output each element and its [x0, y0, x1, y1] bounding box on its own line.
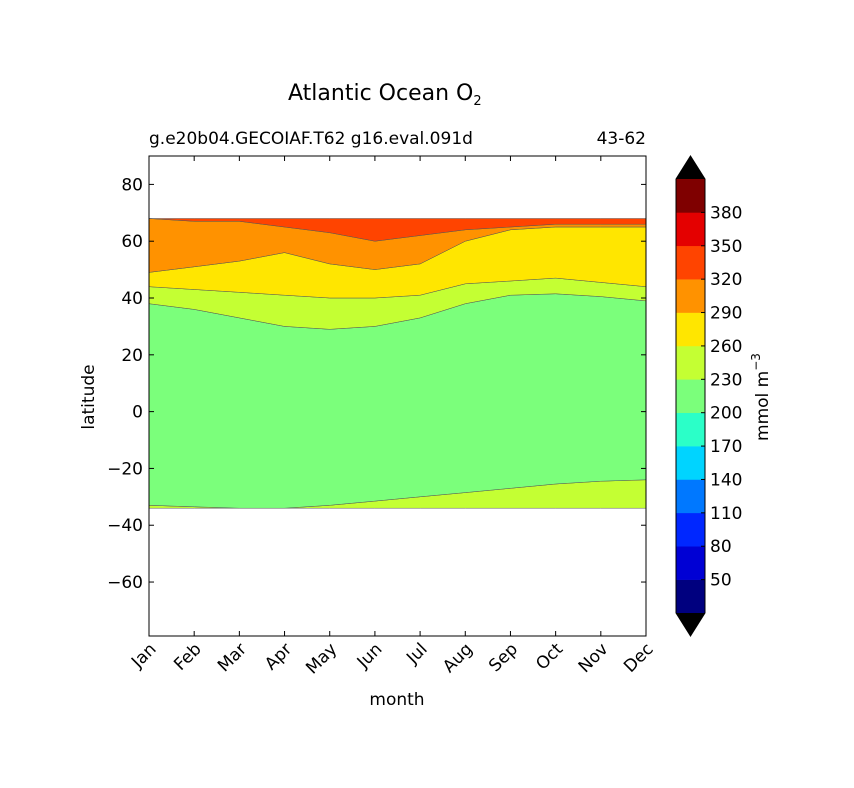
x-axis-label: month [369, 690, 424, 710]
y-axis-label: latitude [79, 364, 99, 429]
plot-area: 80 60 40 20 0 −20 −40 −60 Jan Feb Mar Apr May Jun Jul… [107, 155, 658, 678]
y-tick-label: 40 [121, 289, 143, 309]
x-tick-label: May [302, 639, 341, 678]
colorbar-tick-label: 80 [710, 537, 732, 557]
y-tick-label: −40 [107, 516, 143, 536]
y-tick-label: 60 [121, 232, 143, 252]
chart-title: Atlantic Ocean O2 [288, 81, 482, 109]
colorbar-tick-label: 290 [710, 304, 742, 324]
y-tick-label: −20 [107, 459, 143, 479]
colorbar: 50 80 110 140 170 200 230 260 290 320 350 380 [675, 155, 742, 637]
chart-subtitle-left: g.e20b04.GECOIAF.T62 g16.eval.091d [149, 129, 473, 149]
colorbar-label-superscript: −3 [749, 353, 763, 371]
colorbar-tick-label: 140 [710, 470, 742, 490]
colorbar-tick-label: 110 [710, 504, 742, 524]
colorbar-over-arrow [676, 156, 705, 179]
colorbar-under-arrow [676, 613, 705, 636]
x-tick-label: Apr [261, 639, 296, 674]
x-tick-label: Sep [485, 639, 522, 676]
colorbar-swatch [676, 412, 705, 447]
colorbar-tick-label: 350 [710, 237, 742, 257]
colorbar-tick-label: 50 [710, 571, 732, 591]
x-tick-label: Jan [127, 639, 160, 672]
contour-fills [148, 218, 647, 509]
colorbar-swatch [676, 579, 705, 614]
colorbar-swatch [676, 179, 705, 213]
y-axis: 80 60 40 20 0 −20 −40 −60 [107, 175, 646, 593]
colorbar-label: mmol m−3 [749, 353, 773, 441]
y-tick-label: −60 [107, 573, 143, 593]
colorbar-tick-label: 200 [710, 404, 742, 424]
y-tick-label: 0 [132, 403, 143, 423]
chart-title-subscript: 2 [473, 94, 481, 109]
x-tick-label: Jun [353, 639, 387, 673]
colorbar-tick-label: 320 [710, 270, 742, 290]
colorbar-swatch [676, 479, 705, 514]
colorbar-tick-label: 260 [710, 337, 742, 357]
colorbar-frame [675, 155, 706, 637]
colorbar-swatch [676, 546, 705, 580]
x-tick-label: Mar [214, 639, 251, 676]
y-tick-label: 80 [121, 175, 143, 195]
x-tick-label: Jul [402, 639, 431, 668]
x-tick-label: Feb [170, 639, 205, 674]
colorbar-swatch [676, 279, 705, 313]
colorbar-swatch [676, 312, 705, 347]
x-tick-label: Aug [439, 639, 477, 677]
colorbar-swatch [676, 446, 705, 480]
colorbar-tick-label: 380 [710, 203, 742, 223]
colorbar-swatch [676, 512, 705, 547]
colorbar-swatch [676, 212, 705, 247]
colorbar-swatch [676, 379, 705, 413]
x-tick-label: Nov [575, 639, 613, 677]
colorbar-tick-label: 170 [710, 437, 742, 457]
x-tick-label: Oct [532, 639, 567, 674]
chart-subtitle-right: 43-62 [597, 129, 646, 149]
colorbar-tick-label: 230 [710, 370, 742, 390]
contour-band-200-230 [148, 293, 647, 509]
colorbar-swatch [676, 345, 705, 380]
plot-frame [148, 155, 647, 637]
x-tick-label: Dec [620, 639, 657, 676]
colorbar-swatch [676, 245, 705, 280]
y-tick-label: 20 [121, 346, 143, 366]
